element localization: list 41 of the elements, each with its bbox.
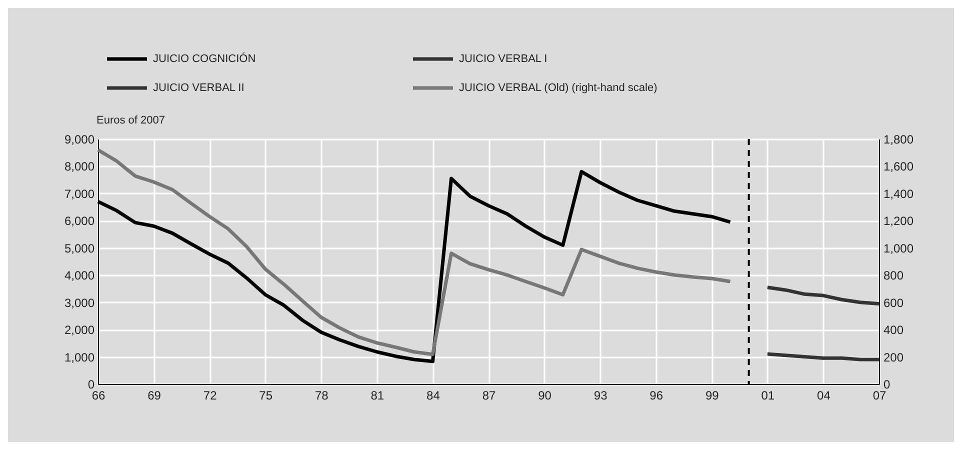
y2-tick-label: 1,400 xyxy=(884,186,914,201)
x-tick-label: 84 xyxy=(426,388,440,402)
y-tick-label: 4,000 xyxy=(64,268,95,283)
y2-tick-label: 800 xyxy=(884,268,904,283)
y2-tick-label: 1,600 xyxy=(884,160,914,174)
y-tick-label: 6,000 xyxy=(64,214,95,228)
y-tick-label: 2,000 xyxy=(64,323,95,338)
legend-label: JUICIO VERBAL I xyxy=(459,53,548,65)
y2-tick-label: 400 xyxy=(884,323,904,338)
y-axis-title: Euros of 2007 xyxy=(96,114,165,126)
y2-tick-label: 1,200 xyxy=(884,214,914,228)
line-series xyxy=(766,286,881,306)
y2-tick-label: 1,800 xyxy=(884,132,914,146)
y2-tick-label: 1,000 xyxy=(884,241,914,256)
x-tick-label: 04 xyxy=(817,388,831,402)
x-tick-label: 81 xyxy=(370,388,384,402)
y2-tick-label: 0 xyxy=(884,378,890,392)
x-tick-label: 69 xyxy=(148,388,162,402)
y-tick-label: 5,000 xyxy=(64,241,95,256)
y-tick-label: 8,000 xyxy=(64,160,95,174)
y-tick-label: 0 xyxy=(88,378,95,392)
y-tick-label: 7,000 xyxy=(64,186,95,201)
legend-label: JUICIO VERBAL (Old) (right-hand scale) xyxy=(459,82,658,94)
x-tick-label: 90 xyxy=(538,388,552,402)
y-tick-label: 1,000 xyxy=(64,350,95,364)
x-tick-label: 78 xyxy=(314,388,329,402)
x-tick-label: 99 xyxy=(705,388,720,402)
y2-tick-label: 600 xyxy=(884,296,904,310)
x-tick-label: 01 xyxy=(761,388,775,402)
x-tick-label: 07 xyxy=(872,388,886,402)
y-tick-label: 9,000 xyxy=(64,132,95,146)
legend-label: JUICIO COGNICIÓN xyxy=(153,52,256,65)
y-tick-label: 3,000 xyxy=(64,296,95,310)
x-tick-label: 96 xyxy=(650,388,664,402)
x-tick-label: 72 xyxy=(203,388,218,402)
x-tick-label: 75 xyxy=(259,388,273,402)
legend-label: JUICIO VERBAL II xyxy=(153,82,244,94)
x-tick-label: 66 xyxy=(92,388,106,402)
x-tick-label: 87 xyxy=(482,388,496,402)
x-tick-label: 93 xyxy=(594,388,608,402)
y2-tick-label: 200 xyxy=(884,350,904,364)
